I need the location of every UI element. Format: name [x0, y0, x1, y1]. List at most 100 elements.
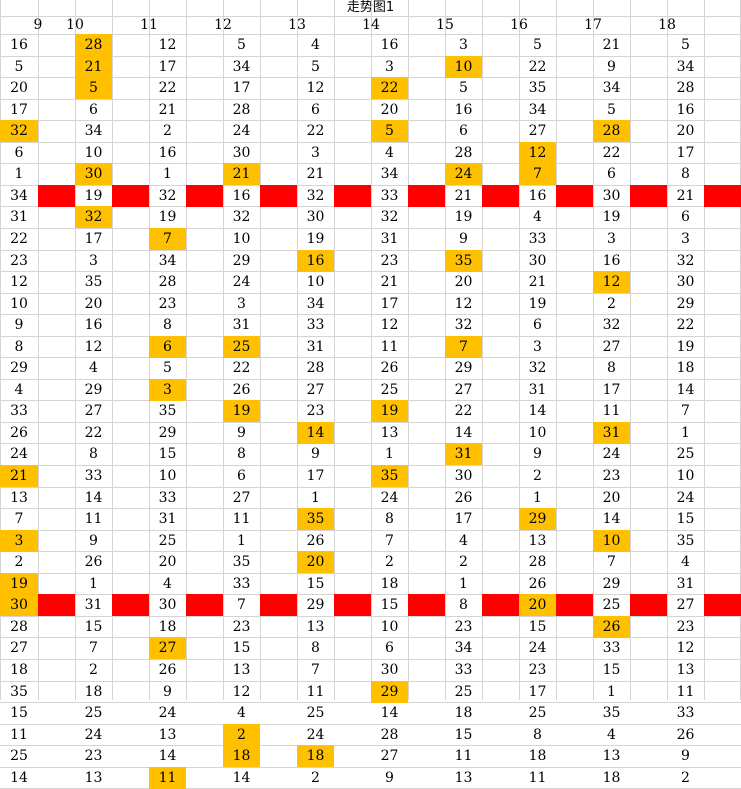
- number-cell: 14: [676, 382, 695, 398]
- number-cell: 24: [10, 446, 28, 462]
- number-cell: 5: [163, 360, 172, 376]
- divider-marker: [112, 594, 149, 616]
- number-cell: 20: [454, 274, 473, 290]
- highlighted-number-cell: 21: [0, 465, 38, 487]
- number-cell: 14: [380, 705, 399, 721]
- number-cell: 18: [10, 662, 28, 678]
- highlighted-number-cell: 5: [371, 120, 408, 142]
- highlighted-number-cell: 12: [519, 142, 556, 164]
- number-cell: 34: [84, 123, 103, 139]
- grid-column-line: [482, 0, 483, 700]
- number-cell: 13: [380, 425, 399, 441]
- number-cell: 6: [385, 640, 394, 656]
- number-cell: 32: [528, 360, 547, 376]
- number-cell: 15: [232, 640, 251, 656]
- number-cell: 20: [84, 296, 103, 312]
- number-cell: 25: [84, 705, 103, 721]
- number-cell: 15: [10, 705, 28, 721]
- grid-column-line: [593, 0, 594, 700]
- grid-row-line: [0, 400, 741, 401]
- number-cell: 28: [454, 145, 473, 161]
- highlighted-number-cell: 6: [149, 336, 186, 358]
- number-cell: 4: [459, 533, 468, 549]
- number-cell: 25: [528, 705, 547, 721]
- number-cell: 2: [681, 770, 690, 786]
- number-cell: 1: [14, 166, 24, 182]
- number-cell: 4: [237, 705, 246, 721]
- highlighted-number-cell: 35: [445, 250, 482, 272]
- grid-row-line: [0, 314, 741, 315]
- number-cell: 6: [533, 317, 542, 333]
- number-cell: 5: [14, 59, 24, 75]
- number-cell: 7: [385, 533, 394, 549]
- number-cell: 12: [380, 317, 399, 333]
- number-cell: 25: [602, 597, 621, 613]
- number-cell: 19: [528, 296, 547, 312]
- number-cell: 34: [306, 296, 325, 312]
- number-cell: 26: [10, 425, 28, 441]
- grid-row-line: [0, 357, 741, 358]
- number-cell: 32: [454, 317, 473, 333]
- number-cell: 27: [10, 640, 28, 656]
- number-cell: 33: [158, 490, 177, 506]
- number-cell: 24: [676, 490, 695, 506]
- number-cell: 13: [10, 490, 28, 506]
- number-cell: 3: [459, 37, 468, 53]
- number-cell: 35: [602, 705, 621, 721]
- number-cell: 28: [528, 554, 547, 570]
- number-cell: 28: [10, 619, 28, 635]
- number-cell: 34: [380, 166, 399, 182]
- grid-column-line: [38, 0, 39, 700]
- number-cell: 8: [14, 339, 24, 355]
- number-cell: 8: [459, 597, 468, 613]
- number-cell: 18: [380, 576, 399, 592]
- divider-marker: [482, 594, 519, 616]
- number-cell: 2: [533, 468, 542, 484]
- grid-column-line: [297, 0, 298, 700]
- number-cell: 4: [89, 360, 98, 376]
- number-cell: 16: [454, 102, 473, 118]
- number-cell: 17: [158, 59, 177, 75]
- number-cell: 26: [454, 490, 473, 506]
- number-cell: 10: [676, 468, 695, 484]
- number-cell: 27: [528, 123, 547, 139]
- number-cell: 17: [306, 468, 325, 484]
- number-cell: 18: [676, 360, 695, 376]
- number-cell: 13: [602, 748, 621, 764]
- grid-row-line: [0, 336, 741, 337]
- number-cell: 2: [89, 662, 98, 678]
- number-cell: 21: [528, 274, 547, 290]
- number-cell: 17: [10, 102, 28, 118]
- grid-row-line: [0, 465, 741, 466]
- number-cell: 35: [84, 274, 103, 290]
- number-cell: 14: [602, 511, 621, 527]
- number-cell: 16: [676, 102, 695, 118]
- number-cell: 33: [454, 662, 473, 678]
- number-cell: 16: [602, 253, 621, 269]
- number-cell: 10: [528, 425, 547, 441]
- number-cell: 15: [380, 597, 399, 613]
- grid-row-line: [0, 487, 741, 488]
- number-cell: 3: [311, 145, 320, 161]
- grid-row-line: [0, 142, 741, 143]
- grid-row-line: [0, 422, 741, 423]
- number-cell: 19: [676, 339, 695, 355]
- highlighted-number-cell: 28: [593, 120, 630, 142]
- number-cell: 14: [528, 403, 547, 419]
- number-cell: 15: [528, 619, 547, 635]
- number-cell: 11: [232, 511, 251, 527]
- number-cell: 1: [533, 490, 542, 506]
- number-cell: 33: [232, 576, 251, 592]
- number-cell: 7: [89, 640, 98, 656]
- number-cell: 2: [14, 554, 24, 570]
- number-cell: 12: [232, 684, 251, 700]
- divider-marker: [482, 185, 519, 207]
- grid-column-line: [260, 0, 261, 700]
- number-cell: 12: [306, 80, 325, 96]
- number-cell: 13: [84, 770, 103, 786]
- number-cell: 19: [158, 209, 177, 225]
- column-header: 12: [214, 17, 232, 33]
- number-cell: 7: [681, 403, 690, 419]
- grid-row-line: [0, 228, 741, 229]
- number-cell: 21: [676, 188, 695, 204]
